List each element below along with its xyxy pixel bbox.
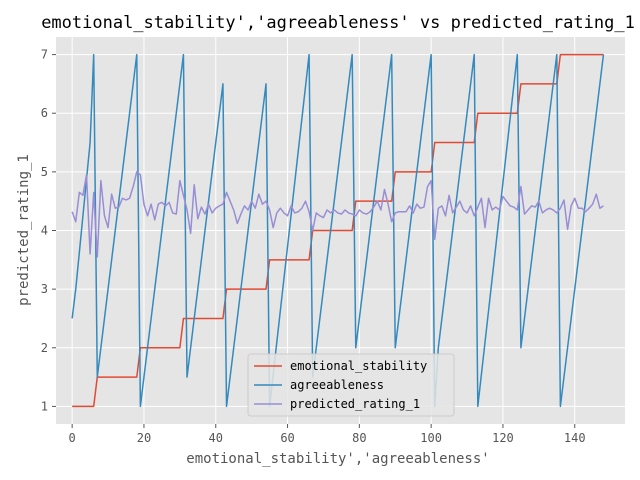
legend-label: predicted_rating_1	[290, 397, 420, 411]
y-tick-label: 7	[41, 48, 48, 62]
legend-box	[247, 353, 455, 417]
x-tick-label: 80	[352, 431, 366, 445]
y-tick-label: 6	[41, 106, 48, 120]
x-tick-label: 120	[492, 431, 514, 445]
x-tick-label: 40	[209, 431, 223, 445]
legend-label: emotional_stability	[290, 359, 427, 373]
y-tick-label: 3	[41, 282, 48, 296]
x-axis-label: emotional_stability','agreeableness'	[186, 451, 489, 467]
x-axis-ticks: 0 20 40 60 80 100 120 140	[69, 424, 586, 445]
x-tick-label: 20	[137, 431, 151, 445]
y-tick-label: 2	[41, 341, 48, 355]
x-tick-label: 60	[280, 431, 294, 445]
y-tick-label: 5	[41, 165, 48, 179]
grid-lines	[56, 37, 625, 424]
legend-label: agreeableness	[290, 378, 384, 392]
y-axis-label: predicted_rating_1	[16, 154, 32, 306]
y-tick-label: 1	[41, 399, 48, 413]
x-tick-label: 0	[69, 431, 76, 445]
y-tick-label: 4	[41, 224, 48, 238]
x-tick-label: 140	[564, 431, 586, 445]
chart-title: emotional_stability','agreeableness' vs …	[41, 13, 635, 33]
x-tick-label: 100	[420, 431, 442, 445]
series-line-predicted-rating-1	[71, 171, 604, 258]
y-axis-ticks: 1 2 3 4 5 6 7	[41, 48, 56, 413]
legend: emotional_stability agreeableness predicte…	[247, 353, 455, 417]
